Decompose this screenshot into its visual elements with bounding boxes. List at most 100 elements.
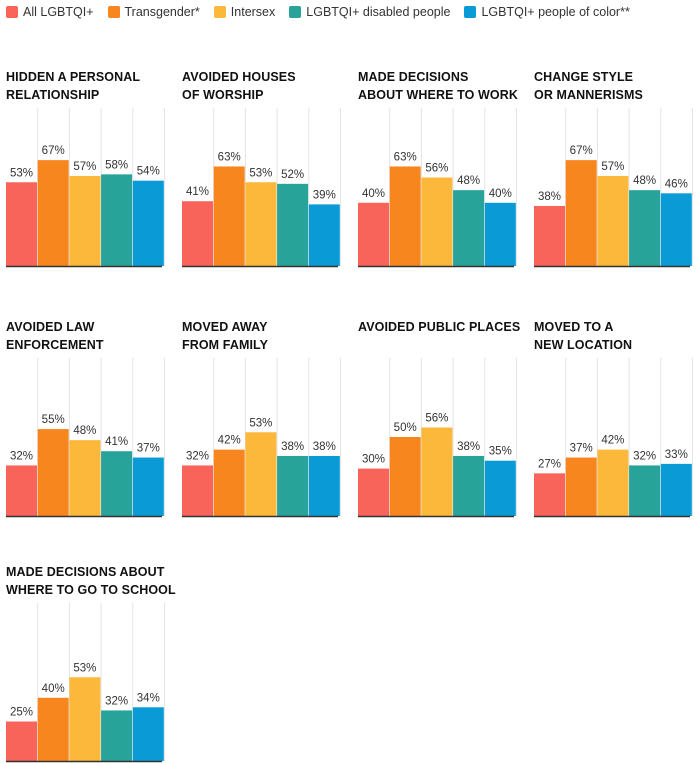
- legend-label: Intersex: [230, 5, 276, 19]
- bar-value-label: 32%: [633, 450, 656, 462]
- legend-item: LGBTQI+ disabled people: [289, 5, 450, 19]
- bar-value-label: 63%: [394, 151, 417, 163]
- bar: [308, 455, 340, 516]
- bar: [358, 202, 389, 266]
- bar: [308, 204, 340, 266]
- bar: [565, 457, 597, 516]
- bar-value-label: 37%: [137, 443, 160, 455]
- panel-plot: 38% 67% 57% 48% 46%: [534, 108, 693, 268]
- panel-title-line: AVOIDED LAW: [6, 320, 95, 334]
- bar-value-label: 46%: [665, 178, 688, 190]
- bar-value-label: 50%: [394, 422, 417, 434]
- bar: [101, 451, 133, 516]
- panel-title-line: AVOIDED HOUSES: [182, 70, 296, 84]
- bar: [213, 166, 245, 266]
- bar: [629, 190, 661, 266]
- bar: [597, 449, 629, 516]
- bar: [629, 465, 661, 516]
- bar-value-label: 53%: [73, 662, 96, 674]
- panel-title-line: NEW LOCATION: [534, 338, 633, 352]
- panel-title: CHANGE STYLE OR MANNERISMS: [534, 68, 700, 108]
- panel-title-line: MADE DECISIONS ABOUT: [6, 565, 165, 579]
- legend-swatch: [289, 6, 302, 18]
- bar-value-label: 38%: [281, 441, 304, 453]
- panel-plot: 32% 55% 48% 41% 37%: [6, 358, 165, 518]
- bar: [182, 201, 213, 266]
- bar: [389, 166, 421, 266]
- bar-value-label: 58%: [105, 159, 128, 171]
- panel-title: MADE DECISIONS ABOUT WHERE TO GO TO SCHOO…: [6, 563, 176, 603]
- legend-swatch: [213, 6, 226, 18]
- bar-value-label: 34%: [137, 692, 160, 704]
- bar: [484, 202, 516, 266]
- bar: [37, 697, 69, 761]
- bar-value-label: 40%: [42, 683, 65, 695]
- panel-title-line: OF WORSHIP: [182, 88, 264, 102]
- bar-value-label: 63%: [218, 151, 241, 163]
- legend-swatch: [6, 6, 18, 18]
- panel-plot: 41% 63% 53% 52% 39%: [182, 108, 341, 268]
- bar: [597, 175, 629, 266]
- legend-label: All LGBTQI+: [23, 5, 94, 19]
- bar-value-label: 32%: [186, 450, 209, 462]
- bar-value-label: 54%: [137, 166, 160, 178]
- bar-value-label: 41%: [105, 436, 128, 448]
- panel-title-line: HIDDEN A PERSONAL: [6, 70, 141, 84]
- legend: All LGBTQI+ Transgender* Intersex LGBTQI+ d…: [6, 2, 696, 22]
- bar: [534, 473, 565, 516]
- legend-item: Transgender*: [107, 5, 200, 19]
- bar-value-label: 53%: [249, 417, 272, 429]
- panel-title: AVOIDED PUBLIC PLACES: [358, 318, 528, 358]
- bar-value-label: 53%: [249, 167, 272, 179]
- bar-value-label: 56%: [425, 413, 448, 425]
- bar-value-label: 38%: [313, 441, 336, 453]
- panel-title: AVOIDED HOUSES OF WORSHIP: [182, 68, 352, 108]
- bar: [6, 721, 37, 761]
- bar-value-label: 39%: [313, 189, 336, 201]
- panel-title: MADE DECISIONS ABOUT WHERE TO WORK: [358, 68, 528, 108]
- bar-value-label: 67%: [570, 145, 593, 157]
- bar: [132, 180, 164, 266]
- bar-value-label: 52%: [281, 169, 304, 181]
- panel-title-line: FROM FAMILY: [182, 338, 269, 352]
- bar: [101, 710, 133, 761]
- bar-value-label: 55%: [42, 414, 65, 426]
- bar: [421, 177, 453, 266]
- bar: [277, 455, 309, 516]
- bar: [421, 427, 453, 516]
- bar-value-label: 42%: [601, 435, 624, 447]
- bar: [534, 205, 565, 266]
- bar-value-label: 67%: [42, 145, 65, 157]
- panel-title-line: CHANGE STYLE: [534, 70, 634, 84]
- bar-value-label: 32%: [105, 695, 128, 707]
- bar-value-label: 42%: [218, 435, 241, 447]
- panel-title-line: MADE DECISIONS: [358, 70, 469, 84]
- panel-title: MOVED AWAY FROM FAMILY: [182, 318, 352, 358]
- bar-value-label: 38%: [457, 441, 480, 453]
- legend-label: LGBTQI+ people of color**: [481, 5, 630, 19]
- bar: [213, 449, 245, 516]
- legend-swatch: [464, 6, 477, 18]
- bar: [389, 437, 421, 516]
- legend-item: All LGBTQI+: [6, 5, 94, 19]
- bar-value-label: 53%: [10, 167, 33, 179]
- bar-value-label: 30%: [362, 454, 385, 466]
- panel-plot: 53% 67% 57% 58% 54%: [6, 108, 165, 268]
- bar: [484, 460, 516, 516]
- bar: [37, 429, 69, 516]
- bar: [132, 707, 164, 761]
- panel-title-line: ABOUT WHERE TO WORK: [358, 88, 518, 102]
- panel-title-line: MOVED AWAY: [182, 320, 268, 334]
- legend-item: LGBTQI+ people of color**: [464, 5, 630, 19]
- bar: [660, 463, 692, 516]
- bar-value-label: 27%: [538, 458, 561, 470]
- bar: [660, 193, 692, 266]
- bar: [358, 468, 389, 516]
- panel-title-line: ENFORCEMENT: [6, 338, 104, 352]
- bar: [37, 160, 69, 266]
- bar: [69, 440, 101, 516]
- bar: [69, 175, 101, 266]
- bar: [245, 182, 277, 266]
- bar-value-label: 38%: [538, 191, 561, 203]
- bar-value-label: 41%: [186, 186, 209, 198]
